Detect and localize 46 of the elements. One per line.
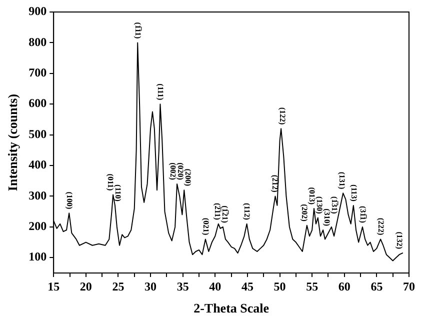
annotation: (130) bbox=[314, 196, 324, 214]
annotation: (013) bbox=[307, 187, 316, 205]
annotation: (020) bbox=[176, 162, 186, 180]
annotation: (1̅31) bbox=[330, 196, 339, 214]
x-tick-label: 50 bbox=[274, 279, 286, 294]
y-tick-label: 500 bbox=[28, 126, 47, 141]
annotation: (112) bbox=[242, 202, 252, 220]
annotation: (202) bbox=[300, 204, 309, 222]
annotation: (011) bbox=[106, 174, 116, 192]
annotation: (31̅1) bbox=[358, 206, 368, 224]
annotation: (310) bbox=[322, 208, 332, 226]
annotation: (122) bbox=[278, 107, 287, 126]
annotation: (1̅21) bbox=[220, 206, 230, 224]
y-tick-label: 300 bbox=[28, 188, 47, 202]
x-tick-label: 40 bbox=[209, 279, 222, 294]
x-tick-label: 60 bbox=[338, 279, 350, 294]
y-tick-label: 900 bbox=[28, 4, 47, 18]
y-tick-label: 800 bbox=[28, 34, 47, 49]
x-tick-label: 15 bbox=[48, 279, 60, 294]
annotation: (1̅11) bbox=[134, 22, 143, 40]
x-tick-label: 20 bbox=[80, 279, 92, 294]
annotation: (2̅11) bbox=[212, 202, 222, 220]
annotation: (100) bbox=[65, 192, 74, 210]
y-tick-label: 700 bbox=[28, 66, 47, 80]
x-tick-label: 25 bbox=[112, 279, 124, 294]
y-axis-title: Intensity (counts) bbox=[5, 94, 20, 192]
annotation: (200) bbox=[184, 168, 193, 186]
x-tick-label: 30 bbox=[144, 279, 157, 294]
annotation: (110) bbox=[114, 184, 123, 202]
x-tick-label: 65 bbox=[370, 279, 383, 294]
x-tick-label: 70 bbox=[403, 279, 415, 294]
y-tick-label: 600 bbox=[28, 96, 47, 110]
x-tick-label: 55 bbox=[306, 279, 318, 294]
y-tick-label: 200 bbox=[28, 219, 47, 234]
annotation: (113) bbox=[349, 184, 358, 202]
y-tick-label: 100 bbox=[28, 250, 47, 264]
x-tick-label: 45 bbox=[241, 279, 254, 294]
annotation: (222) bbox=[376, 218, 386, 236]
x-axis-title: 2-Theta Scale bbox=[194, 300, 270, 316]
annotation: (002) bbox=[168, 162, 178, 180]
annotation: (132) bbox=[395, 232, 404, 250]
annotation: (021) bbox=[201, 218, 210, 236]
annotation: (111) bbox=[156, 84, 166, 100]
y-tick-label: 400 bbox=[28, 158, 47, 172]
annotation: (131) bbox=[337, 172, 346, 190]
x-tick-label: 35 bbox=[176, 279, 189, 294]
